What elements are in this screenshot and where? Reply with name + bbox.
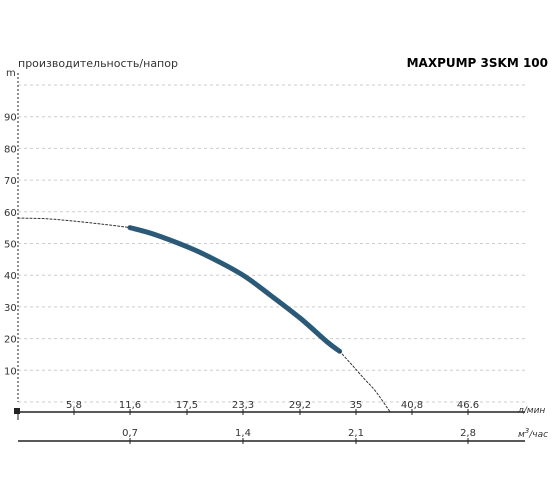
secondary-x-tick-label: 2,8 — [460, 428, 476, 439]
x-tick-label: 23,3 — [232, 400, 254, 411]
x-tick-label: 46.6 — [457, 400, 479, 411]
x-tick-labels: 5,8 11,6 17,5 23,3 29,2 35 40,8 46.6 — [66, 400, 479, 411]
y-tick-label: 50 — [4, 240, 17, 251]
chart-title: производительность/напор — [18, 57, 178, 70]
x-tick-label: 17,5 — [176, 400, 198, 411]
x-tick-label: 35 — [350, 400, 363, 411]
secondary-x-tick-label: 0,7 — [122, 428, 138, 439]
y-tick-label: 30 — [4, 303, 17, 314]
x-tick-label: 29,2 — [289, 400, 311, 411]
pump-curve-extrapolation — [17, 217, 131, 229]
y-tick-label: 10 — [4, 366, 17, 377]
secondary-x-tick-label: 2,1 — [348, 428, 364, 439]
y-tick-label: 60 — [4, 208, 17, 219]
x-tick-label: 5,8 — [66, 400, 82, 411]
pump-curve-line — [127, 225, 343, 354]
secondary-x-tick-labels: 0,7 1,4 2,1 2,8 — [122, 428, 476, 439]
y-tick-label: 90 — [4, 113, 17, 124]
secondary-x-axis-unit: м3/час — [518, 427, 548, 440]
y-tick-label: 80 — [4, 144, 17, 155]
y-tick-label: 70 — [4, 176, 17, 187]
y-tick-labels: 10 20 30 40 50 60 70 80 90 — [4, 113, 17, 378]
y-axis-label: m — [6, 68, 16, 79]
secondary-x-tick-label: 1,4 — [235, 428, 251, 439]
series-group — [17, 217, 391, 412]
origin-marker — [14, 408, 20, 414]
axes — [14, 73, 525, 444]
y-tick-label: 40 — [4, 271, 17, 282]
grid-lines — [18, 84, 525, 403]
y-tick-label: 20 — [4, 335, 17, 346]
x-tick-label: 11,6 — [119, 400, 141, 411]
x-axis-unit: л/мин — [517, 406, 545, 416]
model-label: MAXPUMP 3SKM 100 — [407, 56, 548, 70]
pump-curve-extrapolation — [339, 350, 391, 412]
x-tick-label: 40,8 — [401, 400, 423, 411]
